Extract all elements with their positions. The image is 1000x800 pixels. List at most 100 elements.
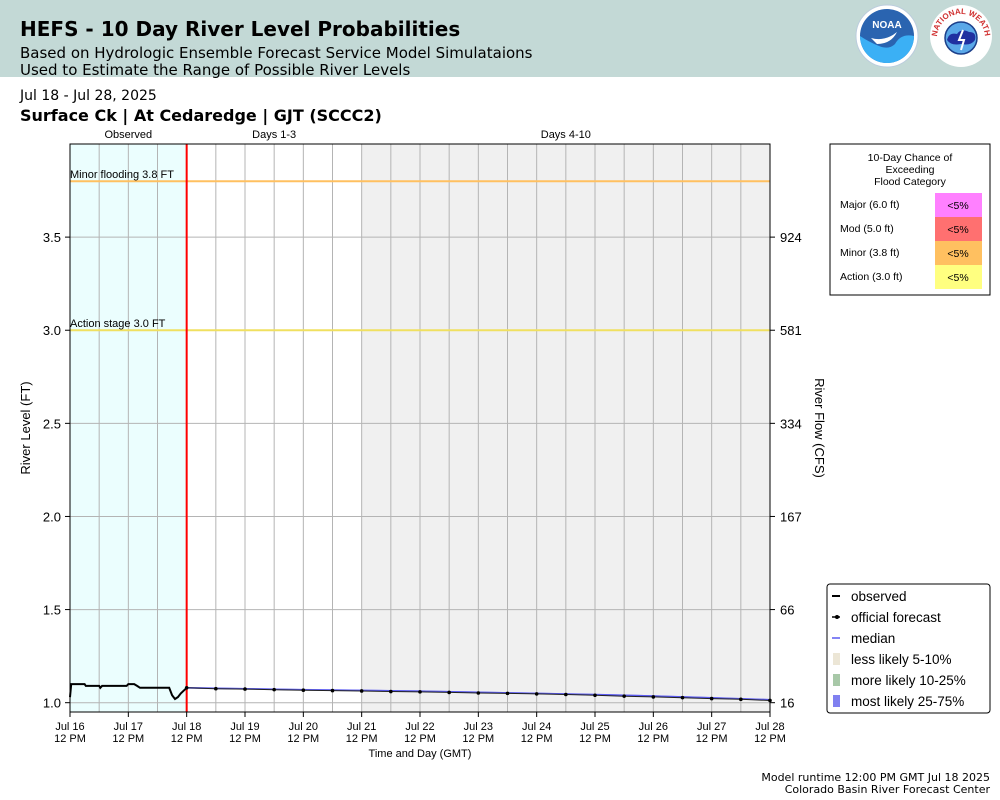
official-forecast-point <box>301 688 306 693</box>
y-tick-label: 1.0 <box>43 696 61 711</box>
x-tick-date: Jul 23 <box>464 721 493 733</box>
chart-series <box>69 683 772 703</box>
probability-row-label: Minor (3.8 ft) <box>840 247 900 259</box>
x-tick-date: Jul 24 <box>522 721 551 733</box>
legend-label: official forecast <box>851 610 941 625</box>
station-title: Surface Ck | At Cedaredge | GJT (SCCC2) <box>20 106 382 125</box>
y2-tick-label: 167 <box>780 509 802 524</box>
official-forecast-point <box>359 689 364 693</box>
legend-key-band_10_25 <box>833 674 840 686</box>
noaa-logo: NOAA <box>855 4 919 68</box>
x-tick-date: Jul 20 <box>289 721 318 733</box>
probability-table-title: Flood Category <box>874 176 947 188</box>
official-forecast-point <box>476 691 481 695</box>
official-forecast-point <box>709 696 714 701</box>
x-tick-time: 12 PM <box>346 733 378 745</box>
y2-tick-label: 581 <box>780 323 802 338</box>
y2-axis-label: River Flow (CFS) <box>812 378 827 478</box>
legend-label: observed <box>851 589 907 604</box>
official-forecast-point <box>505 691 510 696</box>
y-tick-label: 1.5 <box>43 603 61 618</box>
probability-table-title: 10-Day Chance of <box>868 152 953 164</box>
probability-row-label: Action (3.0 ft) <box>840 271 902 283</box>
legend-key-band_25_75 <box>833 695 840 707</box>
legend-label: less likely 5-10% <box>851 652 952 667</box>
y-tick-label: 3.5 <box>43 230 61 245</box>
forecast-center: Colorado Basin River Forecast Center <box>784 783 990 796</box>
probability-row-value: <5% <box>947 272 968 284</box>
x-tick-date: Jul 17 <box>114 721 143 733</box>
official-forecast-point <box>564 692 568 697</box>
x-tick-time: 12 PM <box>696 733 728 745</box>
chart-thresholds: Minor flooding 3.8 FT Action stage 3.0 FT <box>70 144 770 712</box>
x-tick-date: Jul 21 <box>347 721 376 733</box>
x-tick-time: 12 PM <box>462 733 494 745</box>
x-tick-time: 12 PM <box>754 733 786 745</box>
region-label: Days 4-10 <box>541 129 591 141</box>
probability-row-label: Mod (5.0 ft) <box>840 223 894 235</box>
probability-row-value: <5% <box>947 200 968 212</box>
official-forecast-point <box>534 692 539 696</box>
official-forecast-point <box>389 689 393 694</box>
x-tick-time: 12 PM <box>521 733 553 745</box>
y2-tick-label: 334 <box>780 416 802 431</box>
probability-swatch-moderate <box>935 217 982 241</box>
chart-legend: observed official forecast median less like… <box>826 583 991 714</box>
legend-label: median <box>851 631 895 646</box>
official-forecast-point <box>243 687 247 691</box>
official-forecast-point <box>651 695 656 699</box>
page-header: HEFS - 10 Day River Level Probabilities … <box>0 0 1000 79</box>
x-tick-date: Jul 25 <box>580 721 609 733</box>
official-forecast-point <box>593 693 597 698</box>
x-tick-time: 12 PM <box>637 733 669 745</box>
official-forecast-point <box>214 686 218 691</box>
x-tick-time: 12 PM <box>54 733 86 745</box>
x-tick-time: 12 PM <box>404 733 436 745</box>
probability-row-value: <5% <box>947 248 968 260</box>
probability-swatch-minor <box>935 241 982 265</box>
y-axis-label: River Level (FT) <box>18 381 33 474</box>
legend-label: more likely 10-25% <box>851 673 966 688</box>
x-tick-time: 12 PM <box>229 733 261 745</box>
legend-key-official-dot <box>835 615 839 619</box>
official-forecast-point <box>739 697 743 702</box>
x-tick-time: 12 PM <box>287 733 319 745</box>
x-tick-date: Jul 28 <box>755 721 784 733</box>
x-tick-date: Jul 27 <box>697 721 726 733</box>
x-tick-date: Jul 16 <box>55 721 84 733</box>
threshold-minor-label: Minor flooding 3.8 FT <box>70 169 174 181</box>
x-tick-date: Jul 18 <box>172 721 201 733</box>
probability-table-title: Exceeding <box>885 164 934 176</box>
page-subtitle: Based on Hydrologic Ensemble Forecast Se… <box>20 44 533 62</box>
official-forecast-point <box>330 688 335 693</box>
official-forecast-point <box>447 690 451 695</box>
y-tick-label: 2.5 <box>43 416 61 431</box>
x-tick-date: Jul 26 <box>639 721 668 733</box>
x-tick-date: Jul 19 <box>230 721 259 733</box>
x-tick-time: 12 PM <box>579 733 611 745</box>
y2-tick-label: 66 <box>780 603 794 618</box>
y2-tick-label: 16 <box>780 696 794 711</box>
x-tick-time: 12 PM <box>112 733 144 745</box>
official-forecast-point <box>272 687 276 692</box>
model-runtime: Model runtime 12:00 PM GMT Jul 18 2025 <box>761 771 990 784</box>
probability-swatch-major <box>935 193 982 217</box>
observed-line <box>69 683 188 701</box>
x-tick-time: 12 PM <box>171 733 203 745</box>
nws-logo: NATIONAL WEATHER SERVICE <box>929 4 992 67</box>
official-forecast-point <box>622 694 626 698</box>
date-range: Jul 18 - Jul 28, 2025 <box>20 88 157 104</box>
probability-row-label: Major (6.0 ft) <box>840 199 900 211</box>
page-title: HEFS - 10 Day River Level Probabilities <box>20 17 461 41</box>
region-label: Days 1-3 <box>252 129 296 141</box>
y-tick-label: 3.0 <box>43 323 61 338</box>
official-forecast-point <box>418 690 422 694</box>
legend-key-band_5_10 <box>833 653 840 665</box>
chart-axes: 1.0 1.5 2.0 2.5 3.0 3.5 16 66 167 334 581 924 Jul 16… <box>18 143 827 760</box>
legend-label: most likely 25-75% <box>851 694 964 709</box>
y-tick-label: 2.0 <box>43 509 61 524</box>
region-label: Observed <box>104 129 152 141</box>
threshold-action-label: Action stage 3.0 FT <box>70 318 166 330</box>
